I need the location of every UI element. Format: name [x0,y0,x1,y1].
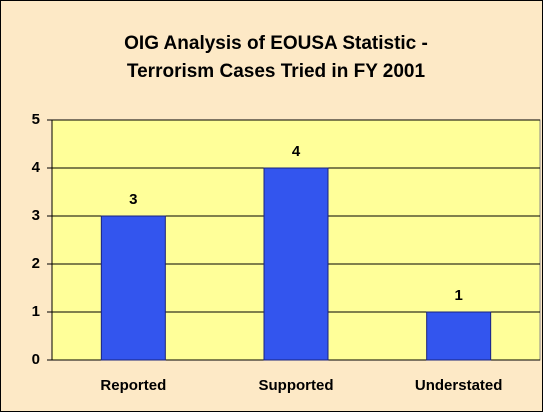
bar [263,167,329,361]
y-tick-label: 5 [32,111,40,128]
y-tick-label: 0 [32,351,40,368]
chart-title: Terrorism Cases Tried in FY 2001 [127,61,426,82]
bar [100,215,166,361]
x-tick-label: Supported [259,377,334,394]
data-label: 1 [454,287,462,304]
data-label: 3 [129,191,137,208]
bar [426,311,492,361]
data-label: 4 [292,143,301,160]
chart-title: OIG Analysis of EOUSA Statistic - [124,33,428,54]
y-tick-label: 1 [32,303,40,320]
y-tick-label: 2 [32,255,40,272]
x-tick-label: Reported [100,377,166,394]
x-tick-label: Understated [415,377,503,394]
y-tick-label: 4 [32,159,41,176]
y-tick-label: 3 [32,207,40,224]
